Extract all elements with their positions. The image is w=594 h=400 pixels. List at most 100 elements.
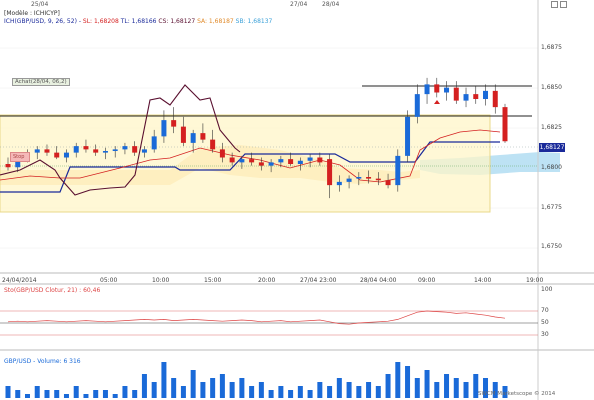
volume-bars <box>5 362 508 398</box>
ichimoku-prefix: ICH(GBP/USD, 9, 26, 52) - <box>4 18 81 25</box>
volume-bar <box>356 386 362 398</box>
candle-bullish <box>239 159 245 163</box>
price-label-3: 1,6825 <box>541 124 562 131</box>
candle-bullish <box>297 160 303 164</box>
achat-annotation[interactable]: Achat(28/04, 06,2) <box>12 78 70 86</box>
time-label-6: 28/04 04:00 <box>360 277 397 284</box>
candle-bullish <box>122 146 128 150</box>
top-date-2: 28/04 <box>322 1 340 8</box>
volume-bar <box>34 386 40 398</box>
candle-bullish <box>336 181 342 186</box>
volume-bar <box>141 374 147 398</box>
candle-bullish <box>151 136 157 150</box>
volume-bar <box>336 378 342 398</box>
stop-annotation[interactable]: Stop <box>10 152 30 162</box>
candle-bullish <box>73 146 79 153</box>
model-label: [Modèle : ICHICYP] <box>4 10 60 17</box>
copyright-footer: SWCM Marketscope © 2014 <box>478 391 556 397</box>
candle-bearish <box>375 178 381 181</box>
candle-bullish <box>141 149 147 153</box>
volume-bar <box>15 390 21 398</box>
candle-bearish <box>132 146 138 153</box>
candle-bearish <box>492 90 498 108</box>
volume-bar <box>44 390 50 398</box>
ichimoku-legend: ICH(GBP/USD, 9, 26, 52) - SL: 1,68208 TL… <box>4 19 272 25</box>
volume-bar <box>473 374 479 398</box>
candle-bearish <box>54 152 60 158</box>
volume-bar <box>278 386 284 398</box>
stochastic-header: Sto(GBP/USD Clotur, 21) : 60,46 <box>4 287 101 294</box>
volume-bar <box>112 394 118 398</box>
sb-value: SB: 1,68137 <box>235 18 273 25</box>
candle-bullish <box>190 133 196 143</box>
candle-bearish <box>453 87 459 101</box>
volume-bar <box>375 386 381 398</box>
stoch-level-label-50: 50 <box>541 319 549 326</box>
volume-bar <box>346 382 352 398</box>
volume-bar <box>122 386 128 398</box>
buy-arrow-icon <box>434 100 440 104</box>
candle-bearish <box>219 149 225 158</box>
volume-bar <box>405 366 411 398</box>
sl-value: SL: 1,68208 <box>82 18 119 25</box>
volume-bar <box>171 378 177 398</box>
volume-bar <box>502 386 508 398</box>
volume-bar <box>219 374 225 398</box>
top-date-0: 25/04 <box>31 1 49 8</box>
candle-bullish <box>356 177 362 179</box>
price-label-6: 1,6750 <box>541 243 562 250</box>
candle-bearish <box>171 120 177 127</box>
volume-bar <box>453 378 459 398</box>
maximize-pane-button[interactable] <box>560 1 567 8</box>
volume-bar <box>73 386 79 398</box>
volume-bar <box>288 390 294 398</box>
price-label-1: 1,6875 <box>541 44 562 51</box>
volume-bar <box>200 382 206 398</box>
candle-bearish <box>288 159 294 164</box>
volume-bar <box>258 382 264 398</box>
candle-bullish <box>278 159 284 163</box>
volume-bar <box>93 390 99 398</box>
candle-bearish <box>229 157 235 163</box>
volume-bar <box>239 378 245 398</box>
volume-bar <box>132 390 138 398</box>
candle-bullish <box>112 149 118 151</box>
volume-bar <box>297 386 303 398</box>
candle-bearish <box>200 133 206 140</box>
candle-bearish <box>385 180 391 186</box>
candle-bearish <box>366 177 372 179</box>
candle-bullish <box>463 94 469 101</box>
volume-bar <box>24 394 30 398</box>
candle-bearish <box>44 149 50 153</box>
sa-value: SA: 1,68187 <box>197 18 234 25</box>
volume-bar <box>249 386 255 398</box>
candle-bearish <box>93 149 99 153</box>
price-label-5: 1,6775 <box>541 204 562 211</box>
candle-bullish <box>424 84 430 95</box>
tenkan-sen-line <box>0 129 501 183</box>
candle-bearish <box>249 159 255 163</box>
volume-bar <box>161 362 167 398</box>
volume-bar <box>463 382 469 398</box>
time-label-4: 20:00 <box>258 277 276 284</box>
candle-bullish <box>405 116 411 156</box>
volume-bar <box>492 382 498 398</box>
volume-bar <box>151 382 157 398</box>
candle-bullish <box>161 120 167 137</box>
stoch-level-label-30: 30 <box>541 331 549 338</box>
volume-bar <box>395 362 401 398</box>
candle-bearish <box>83 146 89 150</box>
volume-bar <box>102 390 108 398</box>
volume-bar <box>327 386 333 398</box>
time-label-0: 24/04/2014 <box>2 277 37 284</box>
candle-bearish <box>327 159 333 186</box>
candle-bullish <box>395 155 401 186</box>
volume-bar <box>180 386 186 398</box>
price-label-2: 1,6850 <box>541 84 562 91</box>
candle-bullish <box>483 90 489 99</box>
candle-bullish <box>268 162 274 166</box>
minimize-pane-button[interactable] <box>551 1 558 8</box>
current-price-tag: 1,68127 <box>539 143 565 152</box>
candle-bullish <box>34 149 40 153</box>
